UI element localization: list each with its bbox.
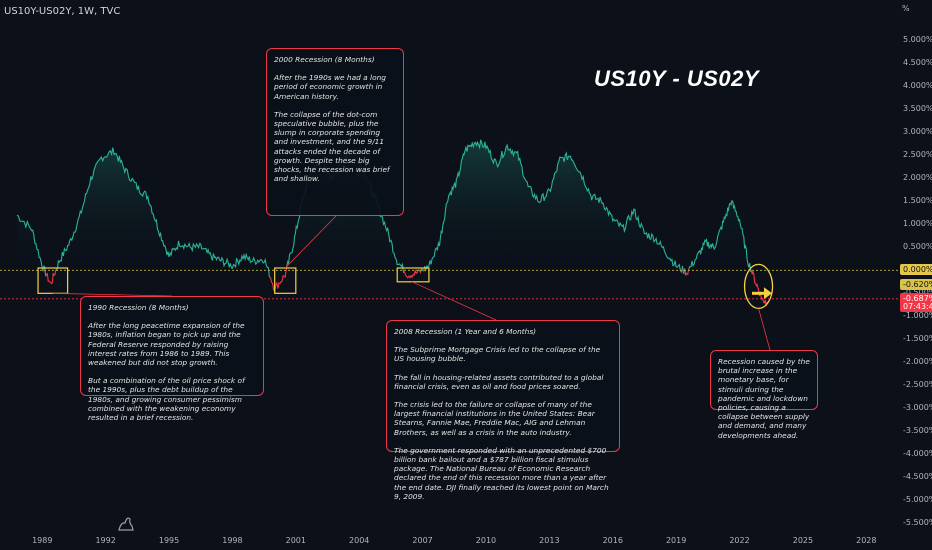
y-tick-label: 3.500% bbox=[903, 104, 932, 114]
x-tick-label: 2004 bbox=[349, 536, 370, 545]
series-line-inverted bbox=[418, 268, 423, 274]
price-tag: -0.687% bbox=[900, 292, 932, 304]
x-tick-label: 1998 bbox=[222, 536, 243, 545]
annotation-2000-title: 2000 Recession (8 Months) bbox=[274, 55, 375, 64]
symbol-header[interactable]: US10Y-US02Y, 1W, TVC bbox=[4, 6, 121, 17]
connector-2008 bbox=[411, 281, 497, 321]
y-tick-label: -2.500% bbox=[903, 380, 932, 390]
y-axis-unit-label: % bbox=[902, 4, 910, 13]
y-tick-label: -5.500% bbox=[903, 518, 932, 528]
annotation-2000-text-1: After the 1990s we had a long period of … bbox=[274, 73, 386, 101]
annotation-2008-text-4: The government responded with an unprece… bbox=[394, 445, 609, 501]
x-tick-label: 2019 bbox=[665, 536, 687, 545]
connector-1990 bbox=[52, 292, 173, 297]
series-line-inverted bbox=[403, 268, 419, 279]
x-tick-label: 2007 bbox=[412, 536, 433, 545]
series-line-inverted bbox=[679, 265, 684, 274]
y-tick-label: 2.500% bbox=[903, 150, 932, 160]
chart-title: US10Y - US02Y bbox=[594, 66, 760, 91]
annotation-2000-text-2: The collapse of the dot-com speculative … bbox=[274, 109, 390, 184]
series-line-inverted bbox=[45, 269, 57, 285]
annotation-1990-text-1: After the long peacetime expansion of th… bbox=[88, 321, 245, 368]
annotation-2008-text-3: The crisis led to the failure or collaps… bbox=[394, 400, 595, 437]
x-tick-label: 1989 bbox=[32, 536, 53, 545]
series-line bbox=[417, 269, 420, 271]
connector-current bbox=[758, 308, 771, 351]
y-tick-label: -1.000% bbox=[903, 311, 932, 321]
series-area-fill bbox=[16, 139, 767, 271]
y-tick-label: 4.000% bbox=[903, 81, 932, 91]
price-tag: -0.620% bbox=[900, 279, 932, 291]
x-tick-label: 2022 bbox=[729, 536, 750, 545]
x-tick-label: 2016 bbox=[602, 536, 623, 545]
annotation-2008-text-2: The fall in housing-related assets contr… bbox=[394, 372, 604, 391]
y-tick-label: -3.500% bbox=[903, 426, 932, 436]
series-line bbox=[55, 147, 270, 278]
annotation-connectors bbox=[52, 215, 771, 351]
annotation-1990-title: 1990 Recession (8 Months) bbox=[88, 303, 189, 312]
annotation-1990-text-2: But a combination of the oil price shock… bbox=[88, 376, 245, 423]
y-tick-label: -2.000% bbox=[903, 357, 932, 367]
annotation-2008-recession[interactable]: 2008 Recession (1 Year and 6 Months) The… bbox=[386, 320, 620, 501]
annotation-2008-title: 2008 Recession (1 Year and 6 Months) bbox=[394, 327, 537, 336]
annotation-1990-recession[interactable]: 1990 Recession (8 Months) After the long… bbox=[80, 296, 264, 422]
x-tick-label: 1992 bbox=[95, 536, 116, 545]
x-tick-label: 2028 bbox=[856, 536, 877, 545]
y-tick-label: -0.500% bbox=[903, 288, 932, 297]
y-tick-label: 2.000% bbox=[903, 173, 932, 183]
y-tick-label: -5.000% bbox=[903, 495, 932, 505]
x-tick-label: 2013 bbox=[539, 536, 560, 545]
arrow-head-icon bbox=[764, 287, 772, 300]
annotation-current-text: Recession caused by the brutal increase … bbox=[718, 357, 810, 440]
series-line bbox=[684, 268, 687, 276]
series-line bbox=[16, 214, 44, 272]
annotation-2008-text-1: The Subprime Mortgage Crisis led to the … bbox=[394, 345, 601, 364]
y-tick-label: -1.500% bbox=[903, 334, 932, 344]
series-line bbox=[424, 139, 681, 272]
x-tick-label: 2001 bbox=[285, 536, 306, 545]
tradingview-logo[interactable] bbox=[116, 514, 136, 532]
x-tick-label: 1995 bbox=[158, 536, 180, 545]
plot-area bbox=[16, 139, 768, 307]
series-line bbox=[43, 265, 47, 277]
y-tick-label: 1.000% bbox=[903, 219, 932, 229]
price-tag: 07:43:43 bbox=[900, 301, 932, 313]
y-tick-label: 3.000% bbox=[903, 127, 932, 137]
recession-box-2 bbox=[396, 267, 430, 283]
x-tick-label: 2025 bbox=[792, 536, 814, 545]
connector-2000 bbox=[284, 215, 337, 269]
y-tick-label: -4.500% bbox=[903, 472, 932, 482]
annotation-current-recession[interactable]: Recession caused by the brutal increase … bbox=[710, 350, 818, 440]
y-tick-label: -4.000% bbox=[903, 449, 932, 459]
current-inversion-circle bbox=[743, 263, 774, 310]
y-tick-label: -3.000% bbox=[903, 403, 932, 413]
y-tick-label: 1.500% bbox=[903, 196, 932, 206]
y-tick-label: 0.500% bbox=[903, 242, 932, 252]
series-line bbox=[688, 199, 752, 272]
annotation-2000-recession[interactable]: 2000 Recession (8 Months) After the 1990… bbox=[266, 48, 404, 216]
x-tick-label: 2010 bbox=[475, 536, 497, 545]
series-line-inverted bbox=[269, 265, 288, 294]
price-tag: 0.000% bbox=[900, 264, 932, 276]
recession-box-1 bbox=[274, 267, 297, 294]
y-tick-label: 4.500% bbox=[903, 58, 932, 68]
y-tick-label: 5.000% bbox=[903, 35, 932, 45]
series-line-inverted bbox=[685, 268, 690, 276]
